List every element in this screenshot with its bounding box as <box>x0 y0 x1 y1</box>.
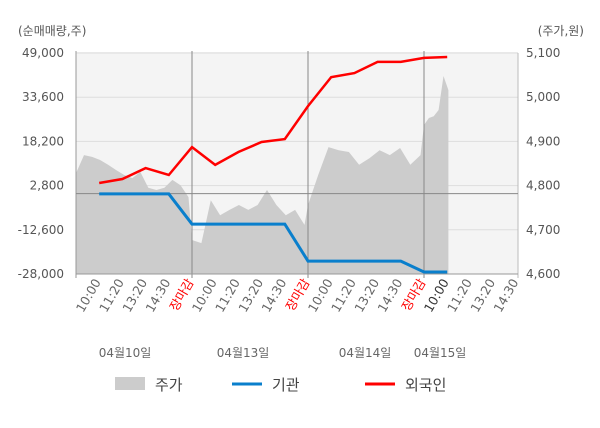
left-tick-label: -12,600 <box>18 223 64 237</box>
right-tick-label: 4,900 <box>526 134 560 148</box>
date-label: 04월10일 <box>99 346 152 360</box>
date-label: 04월14일 <box>339 346 392 360</box>
date-label: 04월15일 <box>414 346 467 360</box>
right-tick-label: 5,000 <box>526 90 560 104</box>
legend-institution-label: 기관 <box>272 376 300 394</box>
right-axis-label: (주가,원) <box>538 24 584 38</box>
legend-foreign-label: 외국인 <box>405 376 446 394</box>
institution-line <box>99 192 448 274</box>
right-tick-label: 4,800 <box>526 179 560 193</box>
left-tick-label: 49,000 <box>22 46 64 60</box>
foreign-line <box>98 55 448 185</box>
legend-price-label: 주가 <box>155 376 183 394</box>
price-area <box>76 76 449 274</box>
date-label: 04월13일 <box>217 346 270 360</box>
legend-price-swatch <box>115 377 145 390</box>
left-tick-label: 18,200 <box>22 134 64 148</box>
left-tick-label: -28,000 <box>18 267 64 281</box>
left-tick-label: 2,800 <box>30 179 64 193</box>
left-axis-label: (순매매량,주) <box>18 24 86 38</box>
right-tick-label: 4,700 <box>526 223 560 237</box>
right-tick-label: 5,100 <box>526 46 560 60</box>
left-tick-label: 33,600 <box>22 90 64 104</box>
right-tick-label: 4,600 <box>526 267 560 281</box>
legend: 주가 기관 외국인 <box>115 376 446 394</box>
